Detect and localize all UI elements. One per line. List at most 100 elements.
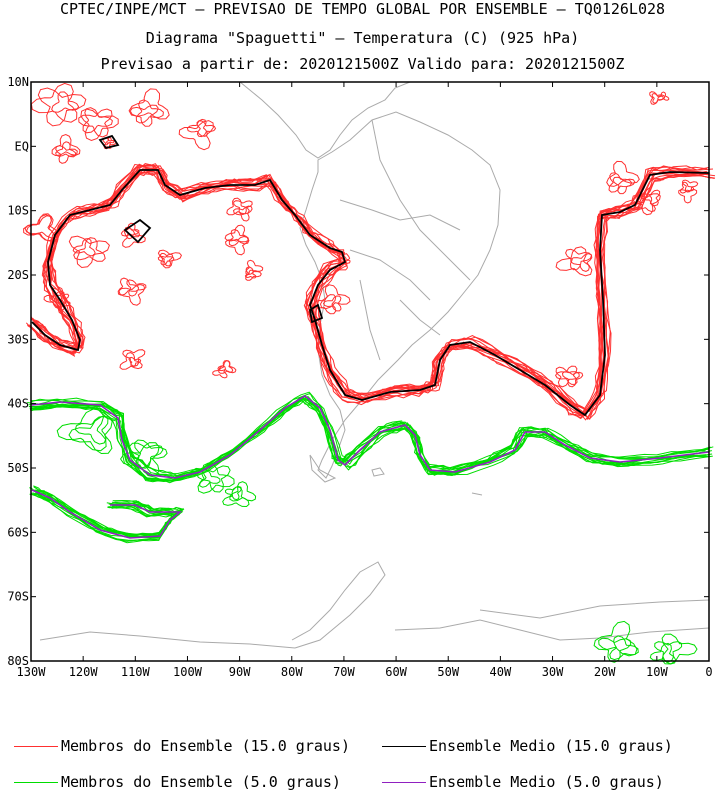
- member-15-closed-contour: [312, 294, 337, 315]
- member-5-closed-contour: [224, 485, 242, 501]
- member-15-contour: [32, 165, 711, 421]
- lon-tick-label: 10W: [646, 665, 668, 679]
- legend-label: Ensemble Medio (5.0 graus): [429, 773, 664, 791]
- member-15-closed-contour: [128, 356, 142, 368]
- mean-15-closed-contour: [309, 303, 324, 324]
- member-15-closed-contour: [634, 195, 656, 213]
- country-border-5: [399, 299, 441, 336]
- chart-title: CPTEC/INPE/MCT – PREVISAO DE TEMPO GLOBA…: [59, 0, 666, 18]
- antarctic-peninsula: [291, 561, 386, 649]
- member-5-closed-contour: [609, 635, 639, 661]
- mean-15-contour: [31, 134, 710, 417]
- falklands: [371, 467, 385, 477]
- lon-tick-label: 130W: [17, 665, 47, 679]
- member-15-closed-contour: [80, 108, 119, 142]
- member-15-closed-contour: [640, 189, 661, 207]
- country-border-4: [359, 279, 381, 361]
- member-15-closed-contour: [106, 137, 115, 144]
- weddell-shelf: [394, 619, 710, 641]
- lon-tick-label: 30W: [542, 665, 564, 679]
- lat-tick-label: 80S: [7, 654, 29, 668]
- lat-tick-label: 50S: [7, 461, 29, 475]
- member-15-closed-contour: [128, 88, 170, 120]
- lon-tick-label: 20W: [594, 665, 616, 679]
- lon-tick-label: 110W: [121, 665, 151, 679]
- south-georgia: [471, 492, 483, 496]
- member-15-closed-contour: [565, 248, 593, 271]
- country-border-3: [349, 249, 431, 301]
- member-5-closed-contour: [197, 462, 235, 494]
- mean-15-closed-contour: [98, 134, 120, 150]
- legend-swatch-green: [14, 782, 58, 783]
- lat-tick-label: EQ: [15, 139, 29, 153]
- member-15-closed-contour: [119, 352, 143, 370]
- member-15-closed-contour: [37, 87, 87, 127]
- member-5-contour: [28, 397, 710, 482]
- legend-swatch-black: [382, 746, 426, 747]
- member-5-closed-contour: [74, 415, 109, 445]
- lat-tick-label: 70S: [7, 590, 29, 604]
- antarctica-coast: [39, 599, 710, 649]
- lat-tick-label: 10N: [7, 75, 29, 89]
- lon-tick-label: 120W: [69, 665, 99, 679]
- member-5-closed-contour: [129, 442, 164, 469]
- member-15-closed-contour: [679, 181, 695, 194]
- members-5-contours: [27, 391, 714, 665]
- lon-tick-label: 0: [705, 665, 712, 679]
- legend-item-mean-15: Ensemble Medio (15.0 graus): [382, 737, 673, 755]
- member-15-closed-contour: [681, 179, 699, 193]
- member-15-closed-contour: [30, 82, 78, 123]
- member-15-closed-contour: [606, 160, 640, 187]
- forecast-times: Previsao a partir de: 2020121500Z Valido…: [100, 55, 625, 73]
- member-5-closed-contour: [134, 439, 168, 469]
- member-15-closed-contour: [51, 133, 81, 157]
- mean-15-closed-contour: [123, 218, 152, 244]
- latitude-axis: 10N EQ 10S 20S 30S 40S 50S 60S 70S 80S: [7, 75, 709, 668]
- member-15-closed-contour: [68, 235, 110, 269]
- member-5-closed-contour: [56, 408, 107, 452]
- member-15-closed-contour: [26, 213, 59, 239]
- member-5-contour: [29, 397, 708, 480]
- legend-item-members-15: Membros do Ensemble (15.0 graus): [14, 737, 350, 755]
- mean-5-contour: [31, 395, 710, 539]
- member-15-closed-contour: [233, 200, 253, 216]
- member-15-closed-contour: [126, 279, 147, 297]
- member-15-closed-contour: [51, 91, 80, 113]
- member-5-closed-contour: [222, 486, 250, 508]
- mean-5-line: [31, 395, 710, 479]
- lat-tick-label: 60S: [7, 525, 29, 539]
- member-15-closed-contour: [226, 197, 250, 216]
- member-15-closed-contour: [657, 91, 670, 101]
- member-15-closed-contour: [186, 118, 208, 137]
- member-5-contour: [29, 397, 713, 477]
- lat-tick-label: 30S: [7, 332, 29, 346]
- member-5-closed-contour: [195, 465, 231, 493]
- member-15-closed-contour: [118, 283, 146, 306]
- member-15-closed-contour: [55, 293, 70, 305]
- member-15-closed-contour: [561, 371, 584, 388]
- member-5-closed-contour: [661, 633, 698, 665]
- mean-5-line: [31, 489, 183, 539]
- member-15-closed-contour: [212, 365, 228, 379]
- member-15-closed-contour: [129, 104, 159, 127]
- member-15-closed-contour: [322, 295, 342, 312]
- member-15-closed-contour: [102, 137, 117, 150]
- member-15-closed-contour: [217, 360, 234, 373]
- legend-label: Membros do Ensemble (15.0 graus): [61, 737, 350, 755]
- north-america-coast: [239, 81, 411, 159]
- member-5-closed-contour: [199, 469, 221, 488]
- member-15-closed-contour: [678, 188, 698, 204]
- lat-tick-label: 10S: [7, 204, 29, 218]
- member-15-closed-contour: [78, 108, 113, 138]
- member-15-closed-contour: [178, 120, 214, 151]
- member-15-closed-contour: [82, 107, 113, 134]
- legend-swatch-purple: [382, 782, 426, 783]
- tierra-del-fuego: [309, 454, 337, 483]
- country-border-2: [339, 199, 461, 231]
- member-15-closed-contour: [649, 91, 666, 105]
- member-15-closed-contour: [159, 252, 175, 266]
- member-15-closed-contour: [224, 235, 249, 256]
- coastlines: [39, 81, 710, 649]
- member-5-closed-contour: [649, 642, 677, 665]
